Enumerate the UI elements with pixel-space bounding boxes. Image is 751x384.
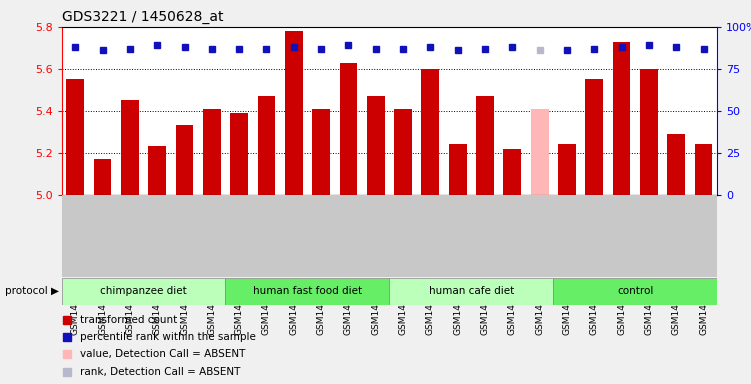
Text: protocol ▶: protocol ▶ xyxy=(5,286,59,296)
Bar xyxy=(394,109,412,195)
Bar xyxy=(585,79,603,195)
Text: transformed count: transformed count xyxy=(80,314,177,325)
Bar xyxy=(695,144,713,195)
Bar xyxy=(312,109,330,195)
Bar xyxy=(94,159,111,195)
Bar xyxy=(121,100,139,195)
Bar xyxy=(66,79,84,195)
Text: percentile rank within the sample: percentile rank within the sample xyxy=(80,332,256,342)
Bar xyxy=(531,109,548,195)
Text: human fast food diet: human fast food diet xyxy=(253,286,362,296)
Bar xyxy=(366,96,385,195)
Bar xyxy=(503,149,521,195)
Bar xyxy=(389,278,553,305)
Bar xyxy=(148,146,166,195)
Bar xyxy=(285,31,303,195)
Bar xyxy=(640,69,658,195)
Bar xyxy=(176,126,194,195)
Bar xyxy=(258,96,276,195)
Bar xyxy=(203,109,221,195)
Bar xyxy=(225,278,389,305)
Bar xyxy=(476,96,494,195)
Bar xyxy=(553,278,717,305)
Text: value, Detection Call = ABSENT: value, Detection Call = ABSENT xyxy=(80,349,246,359)
Bar xyxy=(339,63,357,195)
Text: control: control xyxy=(617,286,653,296)
Text: human cafe diet: human cafe diet xyxy=(429,286,514,296)
Text: chimpanzee diet: chimpanzee diet xyxy=(100,286,187,296)
Bar xyxy=(668,134,685,195)
Bar xyxy=(62,278,225,305)
Bar xyxy=(231,113,248,195)
Text: rank, Detection Call = ABSENT: rank, Detection Call = ABSENT xyxy=(80,366,240,377)
Bar xyxy=(613,41,631,195)
Bar xyxy=(449,144,466,195)
Bar xyxy=(558,144,576,195)
Text: GDS3221 / 1450628_at: GDS3221 / 1450628_at xyxy=(62,10,223,25)
Bar xyxy=(421,69,439,195)
